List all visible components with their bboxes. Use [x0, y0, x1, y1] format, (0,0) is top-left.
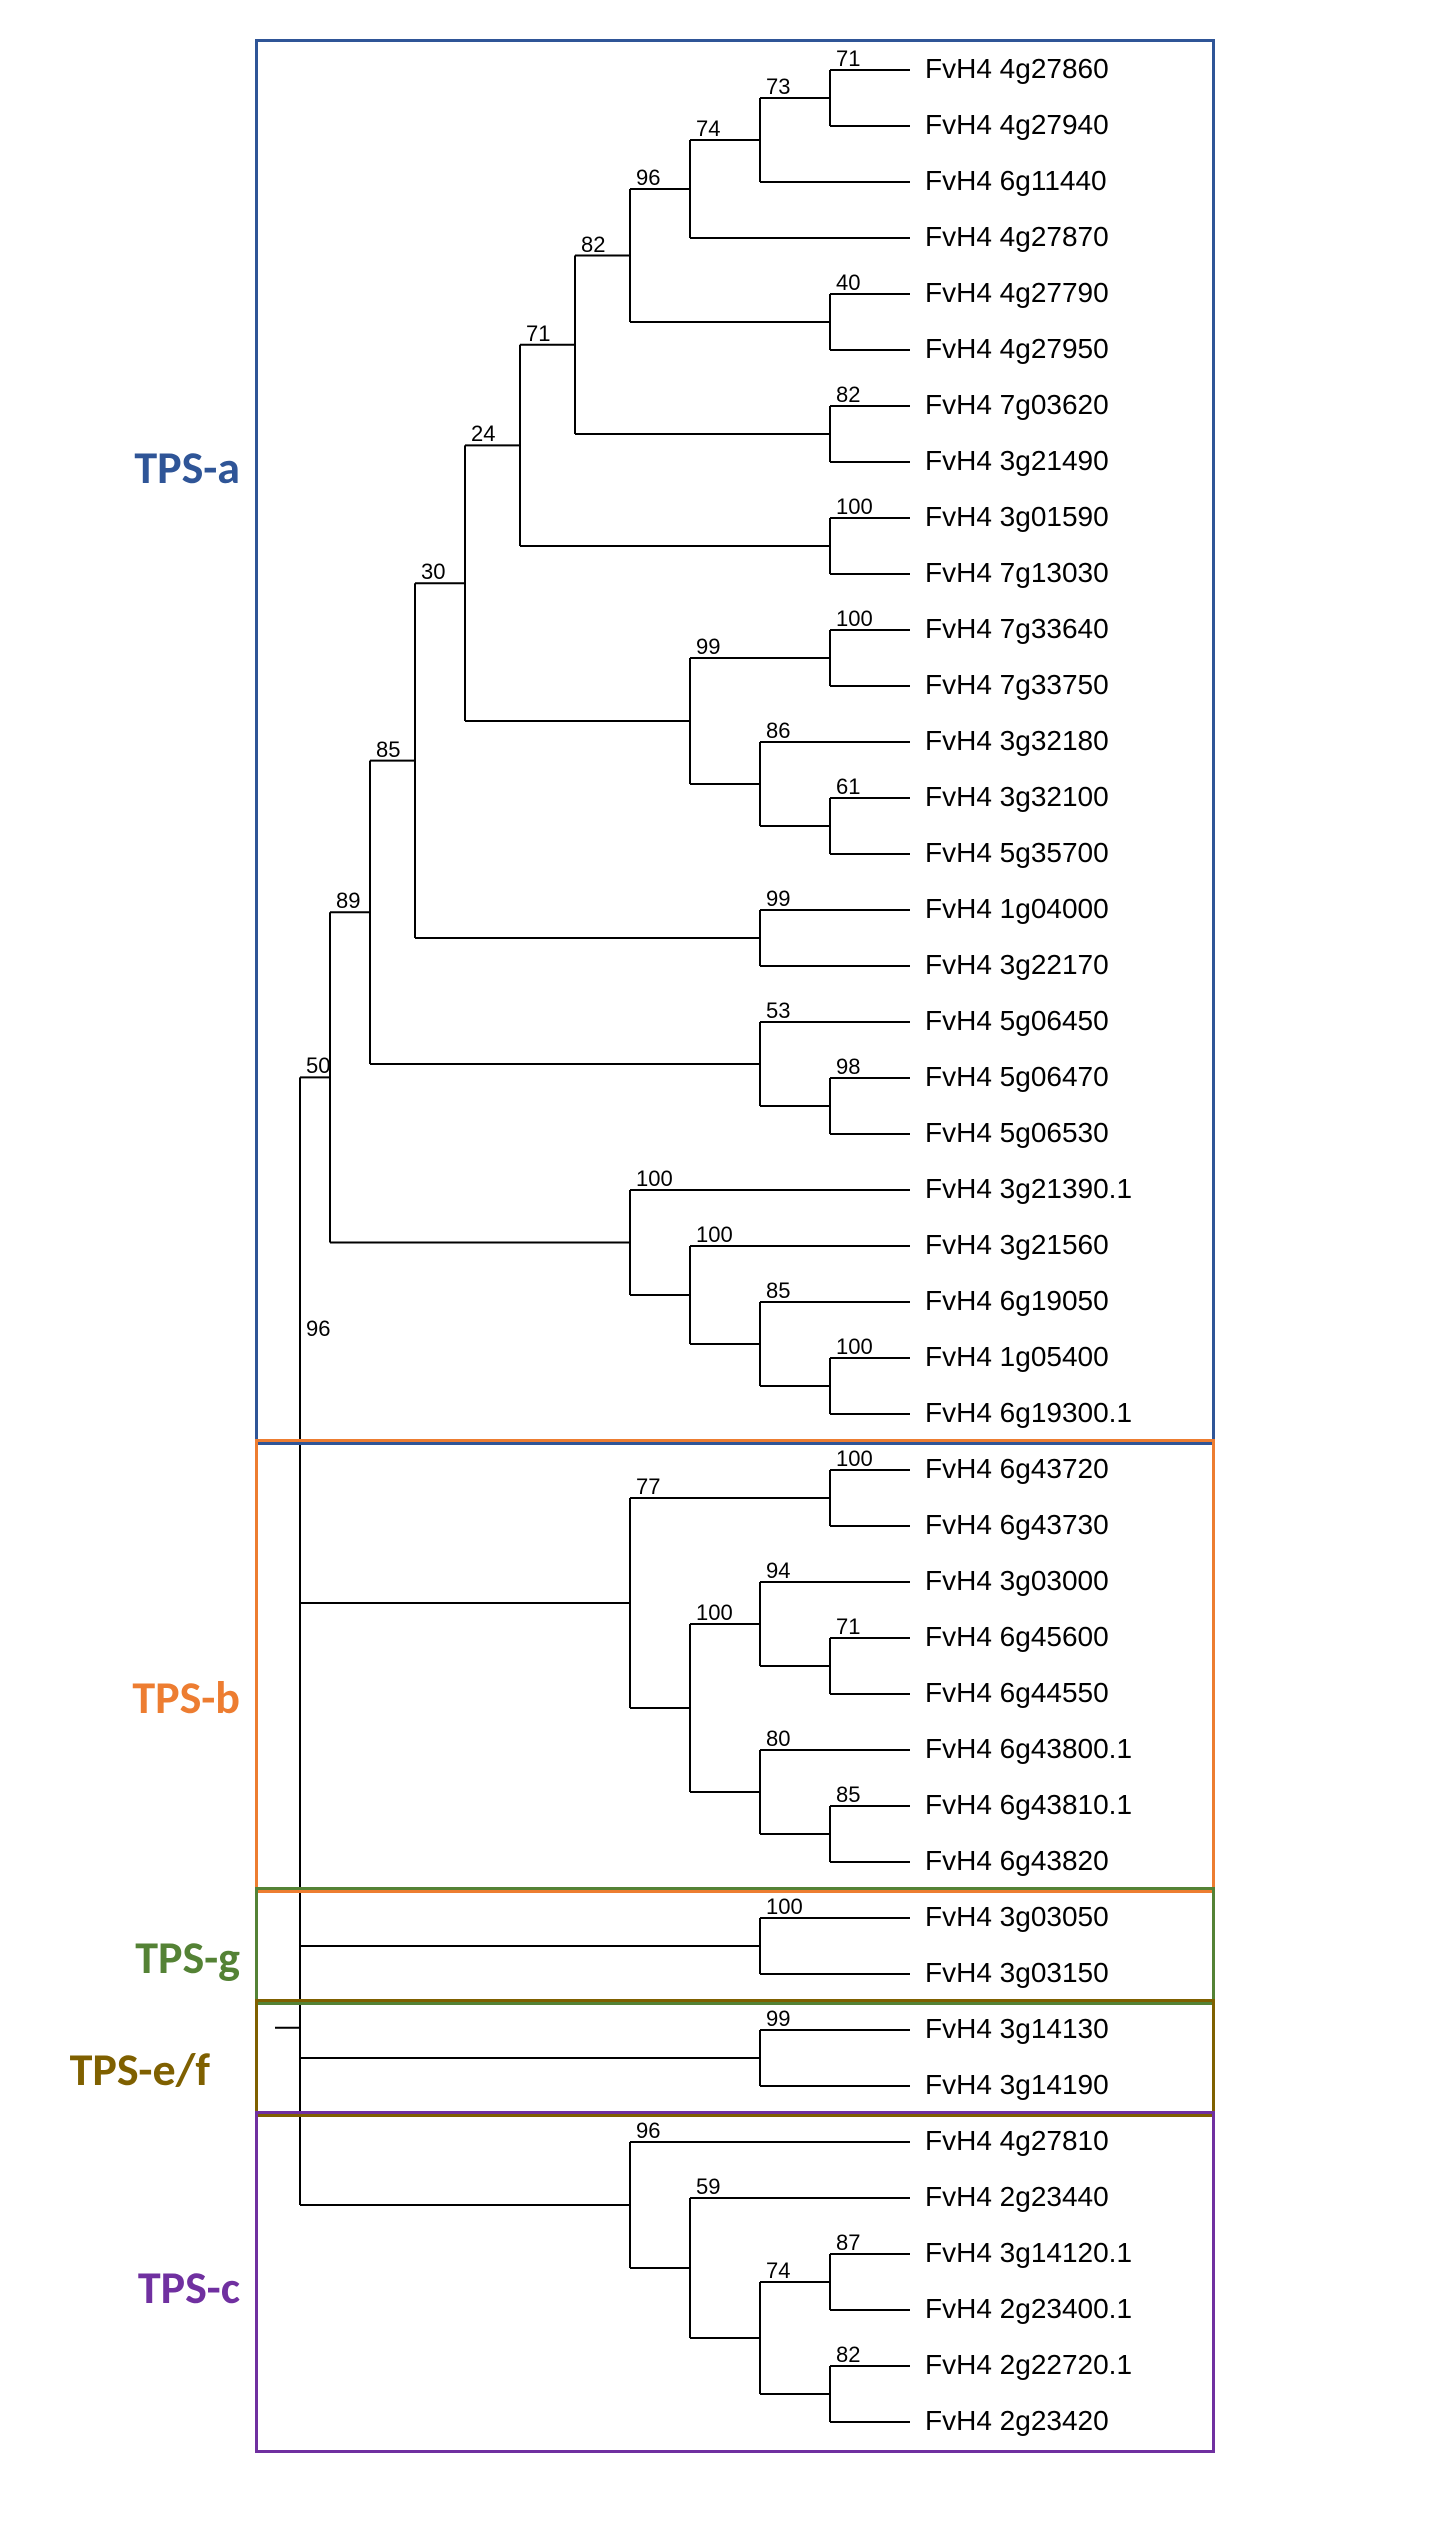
group-label: TPS-e/f: [0, 2042, 210, 2098]
group-box: [255, 1439, 1215, 1893]
group-label: TPS-a: [30, 440, 240, 496]
group-label: TPS-c: [30, 2260, 240, 2316]
phylogenetic-tree: FvH4 4g27860FvH4 4g27940FvH4 6g11440FvH4…: [0, 0, 1433, 2546]
group-box: [255, 1887, 1215, 2005]
group-label: TPS-b: [30, 1670, 240, 1726]
group-box: [255, 39, 1215, 1445]
group-box: [255, 2111, 1215, 2453]
group-label: TPS-g: [30, 1930, 240, 1986]
group-box: [255, 1999, 1215, 2117]
